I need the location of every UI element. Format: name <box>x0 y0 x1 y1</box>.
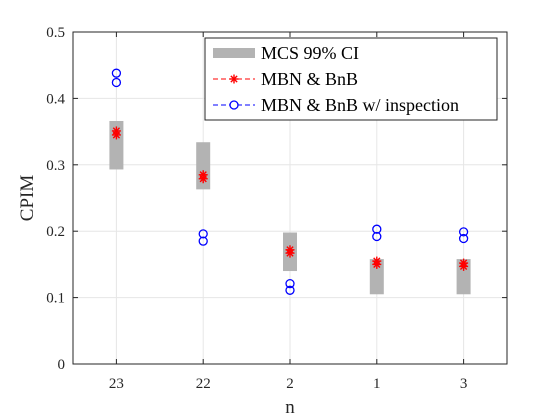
legend-swatch-ci <box>213 48 255 58</box>
x-axis-label: n <box>285 397 295 418</box>
star-stroke <box>373 257 381 265</box>
x-tick-label: 22 <box>196 376 211 392</box>
x-tick-label: 2 <box>286 376 294 392</box>
legend-entry-label: MBN & BnB <box>261 69 358 89</box>
axes: 00.10.20.30.40.523 22 2 1 3 <box>46 25 508 392</box>
star-marker <box>459 258 469 268</box>
x-tick-label: 23 <box>109 376 124 392</box>
legend-entry-label: MBN & BnB w/ inspection <box>261 95 459 115</box>
star-stroke <box>112 127 121 135</box>
plot-data <box>109 68 471 295</box>
x-tick-label: 3 <box>460 376 468 392</box>
y-tick-label: 0.2 <box>46 224 65 240</box>
legend-entry-label: MCS 99% CI <box>261 43 359 63</box>
circle-marker <box>198 236 208 246</box>
circle-marker <box>372 231 382 242</box>
circle-marker <box>372 224 382 234</box>
circle-marker <box>285 279 295 289</box>
circle-marker <box>111 68 122 78</box>
star-marker <box>372 256 382 266</box>
star-marker <box>198 170 208 180</box>
star-marker <box>111 126 121 136</box>
ci-bar <box>369 259 384 295</box>
circle-marker <box>458 233 469 244</box>
circle-marker <box>285 285 295 295</box>
legend-circle-icon <box>229 100 239 110</box>
circle-marker <box>198 229 208 239</box>
y-tick-label: 0.5 <box>46 25 65 41</box>
ci-bar <box>109 120 124 170</box>
star-stroke <box>230 75 238 83</box>
y-tick-label: 0 <box>58 357 66 373</box>
star-stroke <box>286 246 294 254</box>
star-stroke <box>459 259 468 267</box>
y-tick-label: 0.3 <box>46 158 65 174</box>
legend-star-icon <box>229 74 239 84</box>
y-tick-label: 0.1 <box>46 291 65 307</box>
circle-marker <box>111 77 122 88</box>
legend: MCS 99% CI MBN & BnB MBN & BnB w/ inspecti… <box>204 37 498 121</box>
y-axis-label: CPIM <box>17 175 38 222</box>
star-stroke <box>199 171 207 179</box>
y-tick-label: 0.4 <box>46 91 65 107</box>
x-tick-label: 1 <box>373 376 381 392</box>
circle-marker <box>458 227 469 237</box>
star-marker <box>285 245 295 255</box>
ci-bar <box>196 142 211 190</box>
ci-bar <box>456 259 471 295</box>
